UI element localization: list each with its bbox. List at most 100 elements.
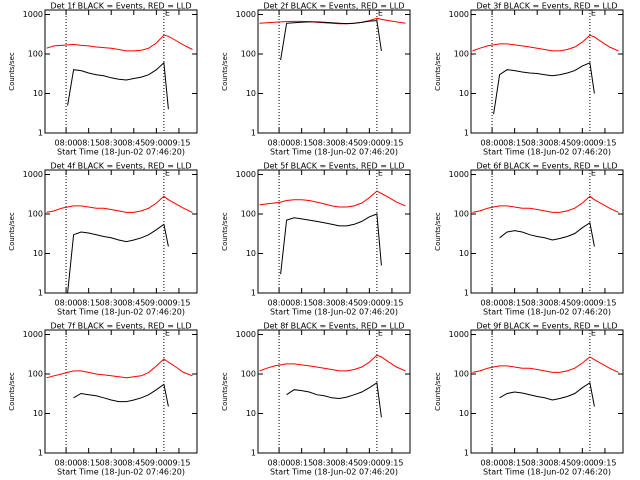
x-tick-label: 08:00 — [481, 459, 504, 468]
x-tick-label: 09:00 — [145, 299, 168, 308]
y-tick-label: 100 — [454, 370, 469, 379]
series-line — [286, 381, 382, 418]
x-tick-label: 09:00 — [358, 459, 381, 468]
series-line — [67, 61, 169, 110]
chart-title: Det 2f BLACK = Events, RED = LLD — [263, 2, 404, 11]
y-tick-label: 100 — [28, 210, 43, 219]
x-tick-label: 08:45 — [335, 299, 358, 308]
y-tick-label: 10 — [246, 249, 256, 258]
x-tick-label: 09:15 — [593, 459, 616, 468]
x-axis-label: Start Time (18-Jun-02 07:46:20) — [483, 468, 611, 477]
x-tick-label: 08:30 — [526, 299, 549, 308]
x-tick-label: 08:30 — [100, 459, 123, 468]
x-tick-label: 08:15 — [290, 139, 313, 148]
x-axis-label: Start Time (18-Jun-02 07:46:20) — [57, 148, 185, 157]
y-tick-label: 10 — [246, 409, 256, 418]
y-tick-label: 10 — [33, 89, 43, 98]
y-tick-label: 1000 — [449, 170, 469, 179]
x-tick-label: 09:15 — [167, 299, 190, 308]
plot-frame — [470, 9, 624, 134]
y-tick-label: 10 — [459, 249, 469, 258]
x-tick-label: 08:45 — [122, 299, 145, 308]
x-tick-label: 08:15 — [77, 139, 100, 148]
y-tick-label: 1000 — [236, 170, 256, 179]
chart-title: Det 6f BLACK = Events, RED = LLD — [476, 162, 617, 171]
series-line — [280, 213, 382, 275]
plot-frame — [470, 329, 624, 454]
y-axis-label: Counts/sec — [221, 52, 229, 91]
annotation: E — [378, 329, 383, 338]
x-tick-label: 08:00 — [55, 299, 78, 308]
series-line — [259, 354, 406, 372]
y-tick-label: 1 — [251, 449, 256, 458]
y-axis-label: Counts/sec — [434, 372, 442, 411]
y-tick-label: 1 — [251, 289, 256, 298]
y-tick-label: 1 — [464, 129, 469, 138]
series-line — [280, 20, 382, 61]
plot-frame — [44, 329, 198, 454]
series-line — [499, 221, 595, 247]
y-tick-label: 1000 — [23, 330, 43, 339]
y-axis-label: Counts/sec — [221, 212, 229, 251]
y-tick-label: 10 — [459, 409, 469, 418]
chart-title: Det 3f BLACK = Events, RED = LLD — [476, 2, 617, 11]
chart-title: Det 9f BLACK = Events, RED = LLD — [476, 322, 617, 331]
annotation: E — [591, 169, 596, 178]
y-tick-label: 1000 — [236, 330, 256, 339]
y-tick-label: 1000 — [23, 170, 43, 179]
plot-frame — [44, 169, 198, 294]
plot-frame — [257, 329, 411, 454]
series-line — [73, 383, 169, 407]
chart-title: Det 7f BLACK = Events, RED = LLD — [50, 322, 191, 331]
x-tick-label: 08:15 — [503, 139, 526, 148]
x-tick-label: 08:15 — [290, 459, 313, 468]
x-tick-label: 08:30 — [313, 299, 336, 308]
x-tick-label: 08:30 — [313, 139, 336, 148]
y-tick-label: 1 — [464, 289, 469, 298]
y-tick-label: 10 — [459, 89, 469, 98]
x-tick-label: 09:00 — [571, 299, 594, 308]
x-axis-label: Start Time (18-Jun-02 07:46:20) — [270, 148, 398, 157]
annotation: E — [378, 9, 383, 18]
series-line — [46, 195, 193, 213]
x-tick-label: 08:00 — [268, 459, 291, 468]
x-tick-label: 09:00 — [145, 139, 168, 148]
annotation: E — [165, 169, 170, 178]
plot-frame — [44, 9, 198, 134]
x-tick-label: 08:45 — [335, 459, 358, 468]
series-line — [493, 62, 595, 115]
series-line — [472, 356, 619, 373]
x-tick-label: 08:30 — [526, 459, 549, 468]
x-tick-label: 08:00 — [55, 459, 78, 468]
annotation: E — [378, 169, 383, 178]
x-axis-label: Start Time (18-Jun-02 07:46:20) — [270, 468, 398, 477]
y-tick-label: 1000 — [449, 330, 469, 339]
y-axis-label: Counts/sec — [8, 212, 16, 251]
x-tick-label: 08:30 — [100, 139, 123, 148]
x-axis-label: Start Time (18-Jun-02 07:46:20) — [483, 308, 611, 317]
x-tick-label: 08:00 — [268, 299, 291, 308]
x-tick-label: 08:00 — [481, 139, 504, 148]
y-tick-label: 100 — [454, 210, 469, 219]
y-tick-label: 10 — [33, 409, 43, 418]
y-axis-label: Counts/sec — [434, 212, 442, 251]
y-tick-label: 10 — [33, 249, 43, 258]
x-tick-label: 09:15 — [167, 459, 190, 468]
x-tick-label: 08:45 — [122, 139, 145, 148]
x-tick-label: 09:15 — [380, 299, 403, 308]
annotation: E — [165, 329, 170, 338]
series-line — [67, 223, 169, 294]
y-tick-label: 1 — [38, 449, 43, 458]
annotation: E — [591, 329, 596, 338]
x-tick-label: 08:45 — [548, 299, 571, 308]
x-tick-label: 08:45 — [548, 459, 571, 468]
chart-title: Det 5f BLACK = Events, RED = LLD — [263, 162, 404, 171]
x-axis-label: Start Time (18-Jun-02 07:46:20) — [270, 308, 398, 317]
series-line — [46, 358, 193, 379]
series-line — [46, 34, 193, 52]
x-tick-label: 08:00 — [268, 139, 291, 148]
y-axis-label: Counts/sec — [8, 372, 16, 411]
y-tick-label: 100 — [241, 50, 256, 59]
y-tick-label: 100 — [28, 370, 43, 379]
